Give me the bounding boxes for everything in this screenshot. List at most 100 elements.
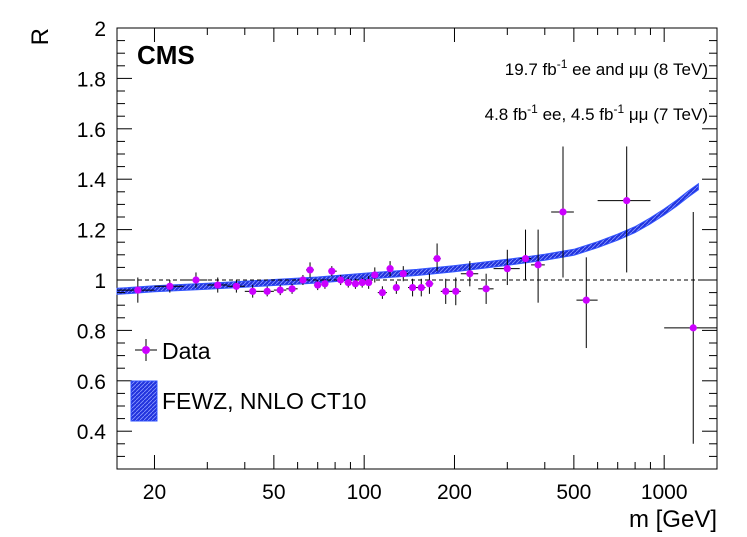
legend-band-label: FEWZ, NNLO CT10 xyxy=(162,388,366,414)
data-point xyxy=(365,276,373,289)
data-point-marker xyxy=(386,265,394,273)
legend-data-marker xyxy=(142,346,150,354)
data-point-marker xyxy=(299,276,307,284)
data-point xyxy=(336,274,345,286)
data-point xyxy=(377,286,387,299)
data-point xyxy=(321,278,329,289)
data-point xyxy=(417,278,426,297)
data-point xyxy=(392,281,400,294)
annotation-fragment: 19.7 fb xyxy=(505,60,557,79)
axis-ticks-layer: 20 50 100 200 500 1000 0.4 0.6 0.8 1 1.2 1.4 1.6 1.8 2 xyxy=(77,18,717,504)
data-point-marker xyxy=(371,271,379,279)
data-point-marker xyxy=(232,282,240,290)
data-point-marker xyxy=(134,286,142,294)
data-point-marker xyxy=(321,280,329,288)
data-point xyxy=(460,261,479,287)
data-point xyxy=(273,285,287,296)
data-point-marker xyxy=(452,287,460,295)
legend: Data FEWZ, NNLO CT10 xyxy=(130,338,366,422)
prediction-band-layer xyxy=(116,182,699,295)
data-point-marker xyxy=(365,278,373,287)
data-point xyxy=(493,249,520,286)
data-point-marker xyxy=(433,254,441,263)
y-tick-label: 1.2 xyxy=(77,220,106,243)
data-point-marker xyxy=(559,208,567,216)
x-axis-title: m [GeV] xyxy=(629,506,717,533)
annotation-fragment: (8 TeV) xyxy=(648,60,708,79)
annotation-fragment: (7 TeV) xyxy=(648,105,708,124)
data-point-marker xyxy=(623,197,631,205)
data-point xyxy=(297,274,307,286)
y-tick-label: 0.4 xyxy=(77,421,107,444)
data-point-marker xyxy=(425,280,434,288)
data-point-marker xyxy=(417,283,425,292)
y-tick-label: 1.4 xyxy=(77,169,107,192)
annotation-fragment: -1 xyxy=(527,102,538,116)
data-point xyxy=(351,278,360,289)
data-point xyxy=(183,272,208,288)
data-point-marker xyxy=(337,276,345,284)
legend-band-swatch xyxy=(130,380,158,422)
data-point-marker xyxy=(276,286,284,294)
x-tick-label: 20 xyxy=(143,481,166,504)
annotation-fragment: ee and xyxy=(567,60,628,79)
annotation-fragment: μμ xyxy=(629,105,649,124)
data-point xyxy=(519,229,532,280)
data-point xyxy=(227,280,245,293)
data-point-marker xyxy=(521,254,530,263)
data-point xyxy=(399,266,409,282)
data-point xyxy=(478,273,494,304)
y-tick-label: 0.6 xyxy=(77,371,106,394)
data-point-marker xyxy=(399,270,407,278)
annotation-fragment: μμ xyxy=(629,60,649,79)
data-point xyxy=(408,278,417,297)
data-point-marker xyxy=(392,283,400,292)
data-point-marker xyxy=(306,266,314,274)
data-point-marker xyxy=(408,283,417,292)
data-point-marker xyxy=(378,289,386,297)
data-point-marker xyxy=(166,282,174,290)
x-tick-label: 200 xyxy=(437,481,472,504)
data-point-marker xyxy=(358,278,366,287)
data-point xyxy=(576,257,598,349)
data-point-marker xyxy=(503,265,511,273)
data-point xyxy=(286,283,298,294)
data-point xyxy=(425,273,434,294)
data-point-marker xyxy=(689,324,697,332)
data-point xyxy=(117,277,155,303)
x-tick-label: 50 xyxy=(262,481,285,504)
data-point-marker xyxy=(344,278,352,287)
prediction-band xyxy=(116,182,699,295)
y-tick-label: 1.8 xyxy=(77,68,106,91)
data-point xyxy=(433,243,441,272)
data-point-marker xyxy=(351,280,360,288)
data-point xyxy=(207,277,228,293)
legend-data-label: Data xyxy=(162,338,211,364)
data-point-marker xyxy=(442,287,450,295)
cms-label: CMS xyxy=(137,40,195,70)
annotation-fragment: 4.8 fb xyxy=(485,105,528,124)
data-point-marker xyxy=(328,267,336,275)
data-point-marker xyxy=(534,261,542,269)
y-tick-label: 1 xyxy=(94,270,106,293)
x-tick-label: 100 xyxy=(347,481,382,504)
data-point xyxy=(306,262,314,278)
data-point xyxy=(371,267,379,283)
annotation-fragment: ee, 4.5 fb xyxy=(538,105,614,124)
x-tick-label: 500 xyxy=(556,481,591,504)
x-tick-label: 1000 xyxy=(641,481,688,504)
y-axis-title: R xyxy=(27,28,54,45)
data-point xyxy=(386,261,394,277)
data-point-marker xyxy=(214,281,222,289)
data-points-layer xyxy=(117,146,717,444)
data-point-marker xyxy=(482,285,490,293)
annotation-fragment: -1 xyxy=(613,102,624,116)
lumi-annotation-8tev: 19.7 fb-1 ee and μμ (8 TeV) xyxy=(505,57,708,79)
data-point xyxy=(450,277,461,306)
data-point xyxy=(154,280,184,293)
data-point xyxy=(344,277,352,288)
data-point xyxy=(440,278,451,304)
data-point xyxy=(664,211,717,444)
data-point-marker xyxy=(582,296,590,304)
